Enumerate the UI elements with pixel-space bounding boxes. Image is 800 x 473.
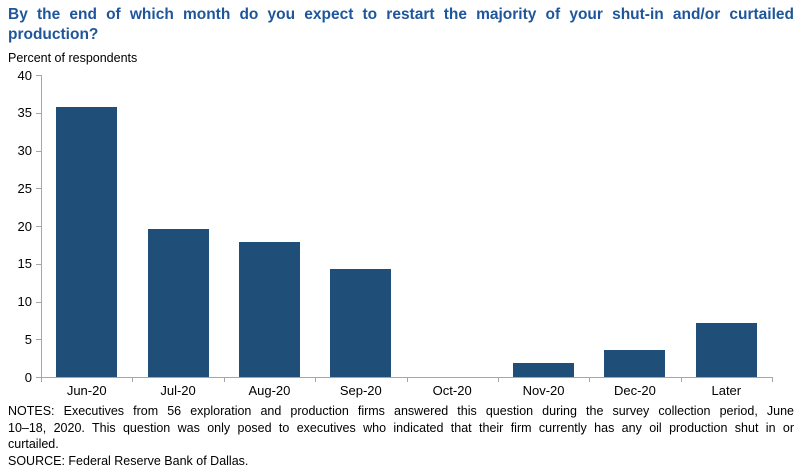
bar-jun-20	[56, 107, 118, 377]
notes-line-1: NOTES: Executives from 56 exploration an…	[8, 404, 794, 418]
x-tick-label: Sep-20	[339, 383, 382, 398]
y-tick-label: 25	[17, 180, 32, 196]
bar-later	[695, 323, 757, 377]
y-tick-label: 40	[17, 67, 32, 83]
x-tick	[497, 377, 499, 382]
y-tick	[36, 188, 41, 190]
bar-aug-20	[238, 241, 300, 377]
notes-line-2: 10–18, 2020. This question was only pose…	[8, 420, 794, 435]
y-tick	[36, 377, 41, 378]
bar-dec-20	[604, 349, 666, 377]
y-tick	[36, 112, 41, 114]
y-tick	[36, 339, 41, 341]
notes-line-3: curtailed.	[8, 437, 59, 451]
x-tick	[680, 377, 682, 382]
x-tick	[589, 377, 591, 382]
bar-sep-20	[330, 269, 392, 377]
notes-block: NOTES: Executives from 56 exploration an…	[8, 403, 794, 469]
x-tick-label: Later	[711, 383, 742, 398]
y-tick-label: 0	[24, 369, 32, 385]
bar-jul-20	[147, 229, 209, 377]
x-tick	[223, 377, 225, 382]
x-tick-label: Aug-20	[248, 383, 291, 398]
source-line: SOURCE: Federal Reserve Bank of Dallas.	[8, 453, 249, 468]
y-tick	[36, 75, 41, 76]
x-tick-label: Nov-20	[522, 383, 565, 398]
y-tick-label: 30	[17, 143, 32, 158]
y-tick	[36, 226, 41, 227]
x-tick	[315, 377, 317, 382]
bar-nov-20	[513, 363, 575, 377]
y-tick-label: 20	[17, 218, 32, 234]
chart-title: By the end of which month do you expect …	[8, 6, 794, 43]
y-tick	[36, 150, 41, 152]
y-tick	[36, 301, 41, 303]
x-tick	[772, 377, 773, 382]
x-tick	[132, 377, 134, 382]
y-tick	[36, 263, 41, 265]
y-tick-label: 35	[17, 105, 32, 121]
x-tick	[41, 377, 42, 382]
x-tick-label: Jul-20	[160, 383, 196, 398]
y-tick-label: 15	[17, 256, 32, 272]
y-tick-label: 10	[17, 294, 32, 309]
x-tick-label: Dec-20	[613, 383, 656, 398]
x-tick-label: Oct-20	[432, 383, 472, 398]
y-axis-line	[41, 75, 42, 378]
y-tick-label: 5	[24, 331, 32, 347]
x-tick-label: Jun-20	[66, 383, 107, 398]
y-axis-units-label: Percent of respondents	[8, 51, 138, 65]
x-tick	[406, 377, 408, 382]
